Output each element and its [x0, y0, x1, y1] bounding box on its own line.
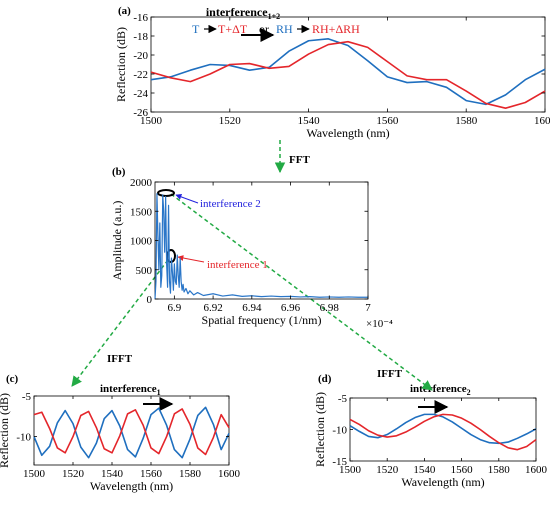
panel-c-xtick-label: 1580: [179, 468, 202, 480]
panel-c-ytick-label: -10: [16, 432, 31, 444]
panel-c-title: interference1: [100, 383, 161, 397]
panel-label-d: (d): [318, 373, 332, 385]
panel-a-ylabel: Reflection (dB): [114, 27, 128, 102]
panel-a-title-sub: 1+2: [268, 12, 281, 21]
panel-c-title-main: interference: [100, 383, 157, 395]
panel-c-ylabel: Reflection (dB): [0, 393, 11, 468]
panel-c-series-blue-line: [33, 406, 230, 459]
panel-d-series-red-line: [349, 413, 537, 451]
ifft-arrow-c: [71, 259, 169, 387]
panel-b: 6.9 6.92 6.94 6.96 6.98 7 0 500 1000 1500 2000 Spat…: [110, 177, 393, 330]
panel-c-xtick-label: 1560: [140, 468, 163, 480]
panel-a-xlabel: Wavelength (nm): [306, 126, 389, 140]
legend-rh2: RH+ΔRH: [312, 22, 360, 36]
panel-d: 1500 1520 1540 1560 1580 1600 -5 -10 -15 Waveleng…: [313, 392, 548, 489]
panel-label-a: (a): [118, 5, 131, 17]
panel-b-ytick-label: 1000: [130, 236, 153, 248]
panel-label-b: (b): [112, 166, 126, 178]
panel-a-series-blue-line: [150, 38, 546, 106]
panel-b-xtick-label: 6.92: [203, 302, 222, 314]
panel-d-xtick-label: 1540: [413, 464, 436, 476]
svg-text:interference1+2: interference1+2: [206, 5, 280, 21]
panel-b-x-exponent: ×10⁻⁴: [366, 318, 393, 330]
panel-a-ytick-label: -24: [133, 88, 148, 100]
panel-b-series-pale_blue-line: [154, 193, 368, 300]
interference-1-annotation: interference 1: [207, 259, 268, 271]
panel-c: 1500 1520 1540 1560 1580 1600 -5 -10 Wavelength …: [0, 391, 241, 493]
panel-b-ytick-label: 0: [147, 294, 153, 306]
panel-d-xtick-label: 1560: [451, 464, 474, 476]
svg-text:interference1: interference1: [100, 383, 161, 397]
ifft-label-d: IFFT: [377, 368, 403, 380]
legend-t: T: [192, 22, 200, 36]
panel-b-xtick-label: 6.98: [320, 302, 340, 314]
panel-c-xtick-label: 1520: [62, 468, 85, 480]
panel-d-series-blue-line: [349, 413, 537, 445]
panel-a-ytick-label: -20: [133, 50, 148, 62]
panel-label-c: (c): [6, 373, 19, 385]
panel-a-xtick-label: 1500: [140, 115, 163, 127]
panel-d-xtick-label: 1520: [376, 464, 399, 476]
panel-a-title-main: interference: [206, 5, 268, 19]
panel-a: 1500 1520 1540 1560 1580 1600 -16 -18 -20 -22 -24 -…: [114, 12, 550, 140]
panel-d-ytick-label: -5: [338, 393, 348, 405]
panel-a-legend: T T+ΔT or RH RH+ΔRH: [192, 22, 360, 36]
panel-d-xtick-label: 1600: [525, 464, 548, 476]
panel-b-xtick-label: 6.9: [167, 302, 181, 314]
fft-label: FFT: [289, 154, 310, 166]
panel-d-ytick-label: -10: [332, 425, 347, 437]
panel-a-ytick-label: -16: [133, 12, 148, 24]
panel-a-ytick-label: -22: [133, 69, 148, 81]
panel-a-xtick-label: 1600: [534, 115, 550, 127]
panel-c-xtick-label: 1600: [218, 468, 241, 480]
panel-b-xtick-label: 6.96: [281, 302, 301, 314]
panel-b-ylabel: Amplitude (a.u.): [110, 201, 124, 281]
panel-b-xtick-label: 6.94: [242, 302, 262, 314]
panel-b-xlabel: Spatial frequency (1/nm): [202, 313, 322, 327]
panel-d-title-sub: 2: [467, 388, 471, 397]
ifft-arrow-d: [170, 193, 433, 391]
interference-2-annotation: interference 2: [200, 198, 261, 210]
panel-d-ytick-label: -15: [332, 456, 347, 468]
panel-c-xtick-label: 1500: [23, 468, 46, 480]
panel-b-ytick-label: 1500: [130, 206, 153, 218]
panel-c-title-sub: 1: [157, 388, 161, 397]
legend-t2: T+ΔT: [218, 22, 248, 36]
panel-a-xtick-label: 1560: [376, 115, 399, 127]
panel-b-frame: [154, 181, 369, 300]
panel-a-title: interference1+2: [206, 5, 280, 21]
panel-d-xtick-label: 1500: [339, 464, 362, 476]
panel-c-frame: [33, 395, 230, 466]
panel-a-xtick-label: 1520: [219, 115, 242, 127]
panel-d-title: interference2: [410, 383, 471, 397]
panel-a-ytick-label: -18: [133, 31, 148, 43]
panel-d-ylabel: Reflection (dB): [313, 392, 327, 467]
panel-d-xlabel: Wavelength (nm): [401, 475, 484, 489]
panel-a-xtick-label: 1540: [298, 115, 321, 127]
ifft-label-c: IFFT: [107, 353, 133, 365]
panel-c-ytick-label: -5: [22, 391, 32, 403]
interference-2-marker: [157, 189, 175, 197]
panel-d-xtick-label: 1580: [488, 464, 511, 476]
panel-c-xtick-label: 1540: [101, 468, 124, 480]
svg-text:interference2: interference2: [410, 383, 471, 397]
legend-or: or: [259, 22, 269, 36]
interference-2-pointer: [175, 194, 199, 204]
panel-a-xtick-label: 1580: [455, 115, 478, 127]
panel-a-series-red-line: [150, 40, 546, 109]
panel-c-xlabel: Wavelength (nm): [90, 479, 173, 493]
panel-b-ytick-label: 500: [136, 265, 153, 277]
panel-d-title-main: interference: [410, 383, 467, 395]
panel-c-series-red-line: [33, 408, 230, 456]
legend-rh: RH: [276, 22, 293, 36]
interference-1-pointer: [177, 255, 205, 263]
panel-b-xtick-label: 7: [365, 302, 371, 314]
panel-a-frame: [150, 16, 546, 113]
panel-b-ytick-label: 2000: [130, 177, 153, 189]
panel-a-ytick-label: -26: [133, 107, 148, 119]
